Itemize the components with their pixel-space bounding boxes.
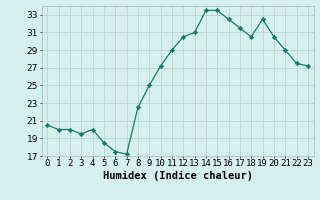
X-axis label: Humidex (Indice chaleur): Humidex (Indice chaleur)	[103, 171, 252, 181]
